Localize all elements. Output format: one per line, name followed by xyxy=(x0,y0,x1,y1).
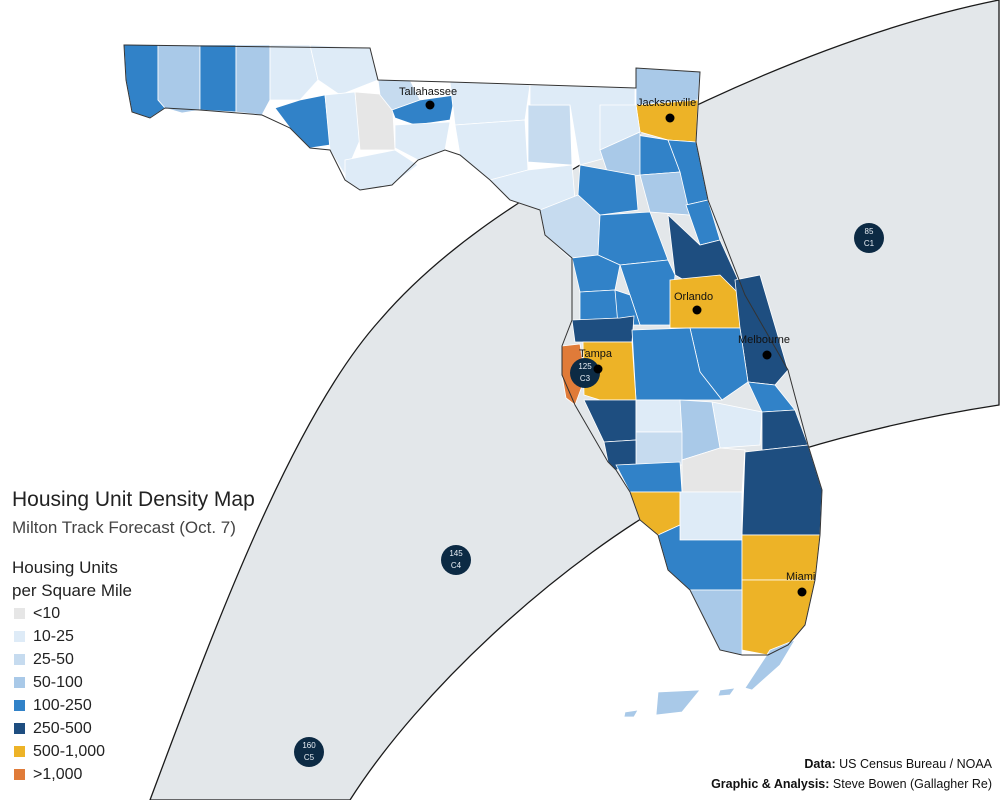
city-miami[interactable]: Miami xyxy=(786,571,815,597)
city-label: Orlando xyxy=(674,291,713,303)
forecast-wind: 145 xyxy=(449,549,463,558)
county-monroe-mainland xyxy=(689,589,743,656)
city-label: Tampa xyxy=(579,348,613,360)
legend-item: 100-250 xyxy=(14,694,105,717)
county-florida-keys xyxy=(655,689,701,716)
credit-data-label: Data: xyxy=(804,757,836,771)
forecast-category: C1 xyxy=(864,239,875,248)
forecast-wind: 125 xyxy=(578,362,592,371)
forecast-point-c1[interactable]: 85 C1 xyxy=(854,223,884,253)
forecast-category: C5 xyxy=(304,753,315,762)
county-calhoun-gulf xyxy=(324,91,361,176)
county-hernando xyxy=(579,289,621,321)
forecast-marker xyxy=(854,223,884,253)
county-suwannee xyxy=(527,104,573,166)
county-taylor xyxy=(454,119,529,181)
legend-label: 100-250 xyxy=(33,696,92,714)
city-dot xyxy=(593,364,603,374)
forecast-marker xyxy=(294,737,324,767)
county-citrus xyxy=(571,254,621,293)
legend-item: 25-50 xyxy=(14,648,105,671)
county-walton xyxy=(235,44,271,116)
legend-label: 500-1,000 xyxy=(33,742,106,760)
legend-swatch xyxy=(14,746,25,757)
map-subtitle: Milton Track Forecast (Oct. 7) xyxy=(12,518,236,537)
county-leon xyxy=(391,94,456,126)
forecast-point-c5[interactable]: 160 C5 xyxy=(294,737,324,767)
county-hendry xyxy=(679,491,743,541)
legend-item: >1,000 xyxy=(14,763,105,786)
county-keys-islet-2 xyxy=(623,709,639,718)
florida-outline xyxy=(123,44,823,656)
forecast-marker xyxy=(570,358,600,388)
credit-data-value: US Census Bureau / NOAA xyxy=(835,757,992,771)
legend-title-line-2: per Square Mile xyxy=(12,581,133,600)
legend-label: 10-25 xyxy=(33,627,74,645)
city-orlando[interactable]: Orlando xyxy=(674,291,713,315)
county-holmes-washington xyxy=(269,44,319,101)
legend-title-line-1: Housing Units xyxy=(12,558,118,577)
legend-label: 50-100 xyxy=(33,673,83,691)
forecast-marker xyxy=(441,545,471,575)
legend-title: Housing Units per Square Mile xyxy=(12,556,212,602)
city-label: Melbourne xyxy=(738,334,790,346)
county-palm-beach xyxy=(741,444,823,536)
county-pasco xyxy=(571,315,635,343)
city-label: Tallahassee xyxy=(399,86,457,98)
city-dot xyxy=(797,587,807,597)
credit-data: Data: US Census Bureau / NOAA xyxy=(711,754,992,774)
city-label: Jacksonville xyxy=(637,97,696,109)
county-wakulla xyxy=(394,121,451,161)
forecast-category: C3 xyxy=(580,374,591,383)
city-dot xyxy=(665,113,675,123)
forecast-wind: 160 xyxy=(302,741,316,750)
legend-item: 250-500 xyxy=(14,717,105,740)
city-jacksonville[interactable]: Jacksonville xyxy=(637,97,696,123)
forecast-point-c4[interactable]: 145 C4 xyxy=(441,545,471,575)
legend-swatch xyxy=(14,654,25,665)
city-dot xyxy=(692,305,702,315)
forecast-category: C4 xyxy=(451,561,462,570)
legend-item: 50-100 xyxy=(14,671,105,694)
county-hardee xyxy=(635,399,683,433)
legend-swatch xyxy=(14,677,25,688)
legend-swatch xyxy=(14,631,25,642)
legend-swatch xyxy=(14,700,25,711)
legend-swatch xyxy=(14,769,25,780)
credit-graphic: Graphic & Analysis: Steve Bowen (Gallagh… xyxy=(711,774,992,794)
county-jefferson-madison xyxy=(449,81,531,126)
county-okaloosa xyxy=(199,44,237,113)
legend-label: <10 xyxy=(33,604,61,622)
county-santa-rosa xyxy=(157,44,201,114)
city-label: Miami xyxy=(786,571,815,583)
county-keys-islet-1 xyxy=(717,687,736,697)
county-alachua xyxy=(577,164,639,216)
forecast-wind: 85 xyxy=(865,227,874,236)
legend-item: <10 xyxy=(14,602,105,625)
city-dot xyxy=(762,350,772,360)
legend-item: 500-1,000 xyxy=(14,740,105,763)
city-tampa[interactable]: Tampa xyxy=(579,348,613,374)
credit-graphic-value: Steve Bowen (Gallagher Re) xyxy=(829,777,992,791)
legend-item: 10-25 xyxy=(14,625,105,648)
legend-swatch xyxy=(14,723,25,734)
legend-swatch xyxy=(14,608,25,619)
legend-label: 25-50 xyxy=(33,650,74,668)
credits: Data: US Census Bureau / NOAA Graphic & … xyxy=(711,754,992,794)
city-dot xyxy=(425,100,435,110)
forecast-point-c3[interactable]: 125 C3 xyxy=(570,358,600,388)
legend: <10 10-25 25-50 50-100 100-250 250-500 5… xyxy=(14,602,105,786)
legend-label: 250-500 xyxy=(33,719,92,737)
legend-label: >1,000 xyxy=(33,765,83,783)
county-desoto xyxy=(635,431,683,466)
city-tallahassee[interactable]: Tallahassee xyxy=(399,86,457,110)
credit-graphic-label: Graphic & Analysis: xyxy=(711,777,830,791)
city-melbourne[interactable]: Melbourne xyxy=(738,334,790,360)
county-layer xyxy=(123,44,823,718)
map-title: Housing Unit Density Map xyxy=(12,488,255,511)
county-jackson xyxy=(309,44,379,96)
